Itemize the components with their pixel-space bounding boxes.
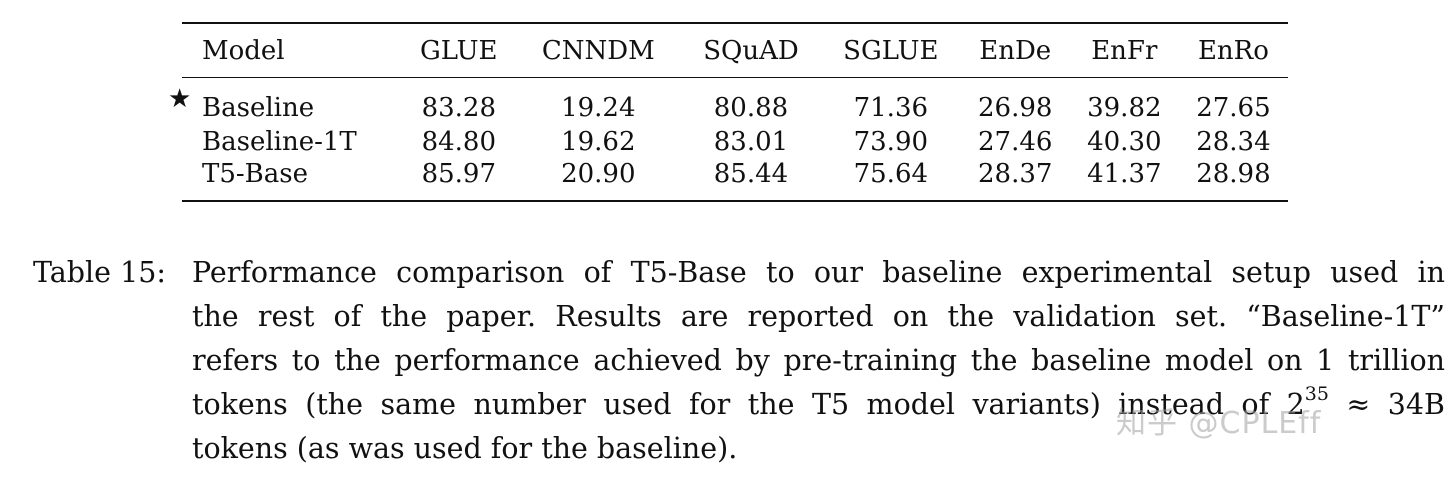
caption-line: the rest of the paper. Results are repor… xyxy=(192,300,1445,333)
star-icon: ★ xyxy=(168,83,192,114)
results-table: Model GLUE CNNDM SQuAD SGLUE EnDe EnFr E… xyxy=(168,22,1288,202)
results-table-container: Model GLUE CNNDM SQuAD SGLUE EnDe EnFr E… xyxy=(168,22,1288,202)
caption-text-segment: tokens (the same number used for the T5 … xyxy=(192,388,1305,421)
table-cell: 83.28 xyxy=(421,93,497,123)
table-cell: 28.34 xyxy=(1196,126,1271,157)
table-header-row: Model GLUE CNNDM SQuAD SGLUE EnDe EnFr E… xyxy=(182,22,1288,78)
table-cell-best: 41.37 xyxy=(1069,159,1179,202)
table-cell-best: 85.97 xyxy=(402,159,516,202)
caption-text: Performance comparison of T5-Base to our… xyxy=(192,251,1448,471)
header-cnndm: CNNDM xyxy=(515,22,682,78)
table-cell-best: 20.90 xyxy=(515,159,682,202)
table-cell-best: 75.64 xyxy=(820,159,961,202)
header-ende: EnDe xyxy=(960,22,1070,78)
model-name-cell: ★ Baseline xyxy=(168,77,402,124)
caption-label: Table 15: xyxy=(33,256,166,289)
header-glue: GLUE xyxy=(402,22,516,78)
header-enro: EnRo xyxy=(1178,22,1288,78)
table-row-baseline: ★ Baseline 83.28 19.24 80.88 71.36 26.98… xyxy=(168,77,1288,124)
caption-line: Performance comparison of T5-Base to our… xyxy=(192,256,1445,289)
header-sglue: SGLUE xyxy=(820,22,961,78)
table-cell: 71.36 xyxy=(853,93,929,123)
table-cell: 27.46 xyxy=(978,126,1053,157)
caption-text-segment: ≈ 34B xyxy=(1328,388,1445,421)
table-row-baseline-1t: Baseline-1T 84.80 19.62 83.01 73.90 27.4… xyxy=(182,124,1288,159)
header-enfr: EnFr xyxy=(1069,22,1179,78)
table-cell: 39.82 xyxy=(1087,93,1162,123)
table-cell: 40.30 xyxy=(1087,126,1162,157)
model-name: Baseline-1T xyxy=(202,126,357,157)
caption-line: tokens (as was used for the baseline). xyxy=(192,432,738,465)
table-cell: 19.24 xyxy=(561,93,636,123)
table-cell: 27.65 xyxy=(1196,93,1271,123)
watermark: 知乎 @CPLEff xyxy=(1116,406,1322,441)
table-caption: Table 15: Performance comparison of T5-B… xyxy=(33,251,1448,471)
table-cell: 26.98 xyxy=(978,93,1053,123)
header-model: Model xyxy=(182,22,402,78)
table-cell: 80.88 xyxy=(713,93,789,123)
model-name: Baseline xyxy=(202,93,315,123)
caption-line: refers to the performance achieved by pr… xyxy=(192,344,1445,377)
table-cell-best: 28.98 xyxy=(1178,159,1288,202)
table-cell-best: 85.44 xyxy=(681,159,821,202)
table-cell: 19.62 xyxy=(561,126,636,157)
table-cell-best: 28.37 xyxy=(960,159,1070,202)
caption-line-with-math: tokens (the same number used for the T5 … xyxy=(192,383,1445,427)
table-cell: 83.01 xyxy=(713,126,789,157)
table-cell: 84.80 xyxy=(421,126,497,157)
table-cell: 73.90 xyxy=(853,126,929,157)
table-row-t5-base: T5-Base 85.97 20.90 85.44 75.64 28.37 41… xyxy=(182,159,1288,202)
caption-exponent: 35 xyxy=(1304,382,1329,405)
model-name: T5-Base xyxy=(182,159,402,202)
header-squad: SQuAD xyxy=(681,22,821,78)
